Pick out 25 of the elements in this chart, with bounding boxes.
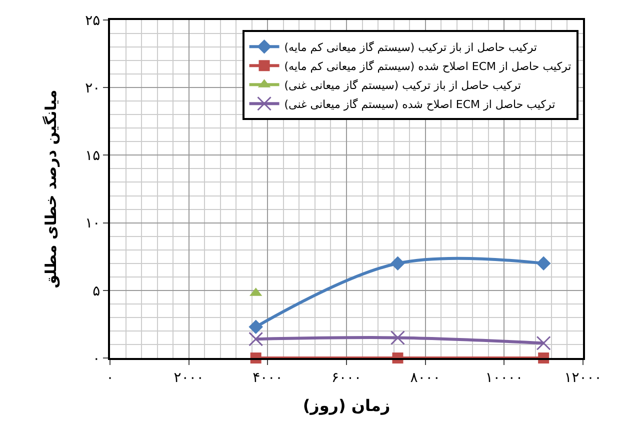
x-tick-label: ۱۲۰۰۰ [564, 370, 602, 386]
point [390, 256, 405, 271]
x-tick-label: ۲۰۰۰ [174, 370, 204, 386]
y-tick-label: ۰ [92, 350, 100, 367]
legend-label: ترکیب حاصل از باز ترکیب (سیستم گاز میعانی کم مایه) [284, 40, 537, 54]
point [536, 336, 551, 350]
y-tick-label: ۲۵ [85, 12, 100, 29]
y-tick-label: ۵ [92, 283, 100, 300]
point [390, 330, 405, 345]
x-tick-label: ۱۰۰۰۰ [485, 370, 523, 386]
legend-label: ترکیب حاصل از ECM اصلاح شده (سیستم گاز میعانی کم مایه) [284, 60, 572, 73]
y-tick-label: ۱۰ [85, 216, 100, 232]
point [536, 256, 551, 271]
x-tick-label: ۸۰۰۰ [410, 370, 440, 386]
y-axis-title: میانگین درصد خطای مطلق [42, 90, 60, 288]
x-tick-label: ۴۰۰۰ [252, 370, 283, 386]
legend-label: ترکیب حاصل از ECM اصلاح شده (سیستم گاز میعانی غنی) [284, 98, 556, 111]
y-tick-label: ۲۰ [85, 80, 100, 96]
x-tick-label: ۰ [106, 370, 114, 386]
legend-label: ترکیب حاصل از باز ترکیب (سیستم گاز میعانی غنی) [284, 78, 521, 92]
x-axis-title: زمان (روز) [302, 396, 390, 415]
point [248, 332, 264, 346]
point [248, 320, 263, 334]
x-tick-label: ۶۰۰۰ [331, 370, 362, 386]
y-tick-label: ۱۵ [85, 148, 100, 164]
